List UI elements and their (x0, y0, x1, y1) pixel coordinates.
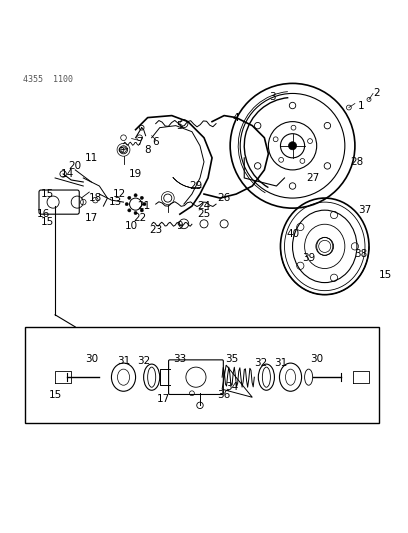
Text: 32: 32 (137, 356, 150, 366)
Text: 26: 26 (217, 193, 231, 203)
Text: 38: 38 (354, 249, 368, 260)
Text: 36: 36 (217, 390, 231, 400)
Text: 27: 27 (306, 173, 319, 183)
Text: 15: 15 (40, 217, 54, 227)
Text: 20: 20 (69, 161, 82, 171)
Text: 17: 17 (85, 213, 98, 223)
Text: 1: 1 (358, 101, 364, 110)
Text: 22: 22 (133, 213, 146, 223)
Text: 7: 7 (136, 137, 143, 147)
Text: 15: 15 (49, 390, 62, 400)
Text: 31: 31 (274, 358, 287, 368)
Circle shape (140, 209, 144, 212)
Text: 34: 34 (226, 382, 239, 392)
Text: 5: 5 (177, 120, 183, 131)
Circle shape (134, 212, 137, 215)
Text: 37: 37 (358, 205, 372, 215)
Text: 2: 2 (374, 88, 380, 99)
Text: 31: 31 (117, 356, 130, 366)
Text: 28: 28 (350, 157, 364, 167)
Text: 4: 4 (233, 112, 239, 123)
Text: 10: 10 (125, 221, 138, 231)
Circle shape (143, 203, 146, 206)
Circle shape (134, 193, 137, 197)
Text: 13: 13 (109, 197, 122, 207)
Text: 3: 3 (269, 92, 276, 102)
Text: 30: 30 (85, 354, 98, 364)
Text: 4355  1100: 4355 1100 (23, 75, 73, 84)
Text: 16: 16 (36, 209, 50, 219)
Text: 18: 18 (89, 193, 102, 203)
Text: 25: 25 (197, 209, 211, 219)
Circle shape (128, 209, 131, 212)
Circle shape (128, 196, 131, 199)
Text: 21: 21 (137, 201, 150, 211)
Circle shape (140, 196, 144, 199)
Text: 11: 11 (85, 153, 98, 163)
Text: 12: 12 (113, 189, 126, 199)
Text: 6: 6 (153, 137, 159, 147)
Text: 15: 15 (379, 270, 392, 279)
Text: 14: 14 (60, 169, 74, 179)
Text: 9: 9 (177, 221, 183, 231)
Circle shape (288, 142, 297, 150)
Text: 29: 29 (189, 181, 203, 191)
Text: 40: 40 (286, 229, 299, 239)
Text: 30: 30 (310, 354, 323, 364)
Text: 15: 15 (40, 189, 54, 199)
Text: 8: 8 (144, 145, 151, 155)
Text: 39: 39 (302, 254, 315, 263)
Text: 24: 24 (197, 201, 211, 211)
Text: 32: 32 (254, 358, 267, 368)
Text: 33: 33 (173, 354, 186, 364)
Text: 19: 19 (129, 169, 142, 179)
Text: 17: 17 (157, 394, 171, 405)
Circle shape (125, 203, 129, 206)
Text: 35: 35 (226, 354, 239, 364)
Text: 23: 23 (149, 225, 162, 235)
